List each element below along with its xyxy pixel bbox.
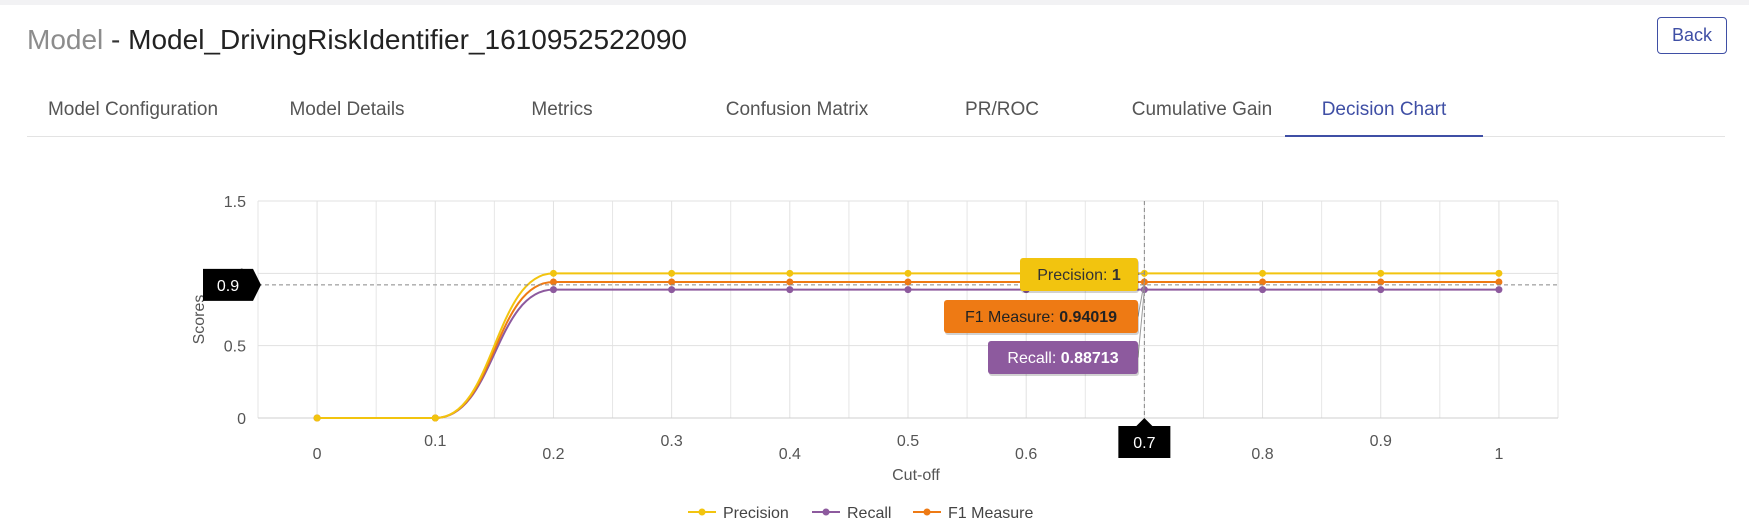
- data-point[interactable]: [431, 414, 439, 422]
- tooltip-text: F1 Measure: 0.94019: [965, 309, 1117, 326]
- tooltip-text: Recall: 0.88713: [1007, 350, 1118, 367]
- data-point[interactable]: [313, 414, 321, 422]
- y-tick-label: 0.5: [224, 339, 246, 356]
- x-tick-label: 0.4: [779, 446, 801, 463]
- tooltip-value: 0.88713: [1061, 350, 1119, 367]
- tooltip-connector: [1137, 289, 1145, 358]
- crosshair-x-text: 0.7: [1133, 435, 1155, 452]
- tab-model-details[interactable]: Model Details: [289, 98, 405, 120]
- tooltip-recall: Recall: 0.88713: [988, 289, 1145, 376]
- tab-confusion-matrix[interactable]: Confusion Matrix: [725, 98, 869, 120]
- data-point[interactable]: [904, 269, 912, 277]
- series-precision: [313, 269, 1503, 422]
- crosshair-y-box: [203, 268, 261, 301]
- tooltip-connector: [1137, 272, 1145, 275]
- legend-swatch-dot: [822, 508, 830, 516]
- series-line: [317, 272, 1499, 419]
- data-point[interactable]: [1495, 269, 1503, 277]
- data-point[interactable]: [1259, 278, 1267, 286]
- x-tick-label: 0.8: [1251, 446, 1273, 463]
- legend-swatch-dot: [698, 508, 706, 516]
- data-point[interactable]: [786, 286, 794, 294]
- legend-item-f1-measure[interactable]: F1 Measure: [913, 505, 1033, 522]
- title-prefix: Model: [27, 24, 104, 55]
- tab-decision-chart[interactable]: Decision Chart: [1285, 83, 1483, 137]
- tooltip-label: F1 Measure:: [965, 309, 1059, 326]
- legend-label: F1 Measure: [948, 505, 1033, 522]
- tab-cumulative-gain[interactable]: Cumulative Gain: [1131, 98, 1273, 120]
- legend-label: Precision: [723, 505, 789, 522]
- title-separator: -: [103, 24, 129, 55]
- data-point[interactable]: [668, 269, 676, 277]
- legend-item-recall[interactable]: Recall: [812, 505, 891, 522]
- x-tick-label: 0.3: [661, 433, 683, 450]
- tab-metrics[interactable]: Metrics: [531, 98, 593, 120]
- data-point[interactable]: [549, 286, 557, 294]
- tab-pr-roc[interactable]: PR/ROC: [965, 98, 1039, 120]
- tooltip-value: 1: [1112, 267, 1121, 284]
- x-tick-label: 0: [313, 446, 322, 463]
- tooltip-precision: Precision: 1: [1020, 258, 1145, 293]
- legend-swatch-dot: [923, 508, 931, 516]
- data-point[interactable]: [904, 278, 912, 286]
- data-point[interactable]: [1377, 278, 1385, 286]
- data-point[interactable]: [549, 269, 557, 277]
- crosshair-y-text: 0.9: [217, 278, 239, 295]
- data-point[interactable]: [904, 286, 912, 294]
- x-tick-label: 0.9: [1370, 433, 1392, 450]
- crosshair-y-label: 0.9: [203, 268, 261, 301]
- crosshair-x-box: [1118, 418, 1171, 458]
- tooltip-label: Precision:: [1037, 267, 1112, 284]
- legend-label: Recall: [847, 505, 891, 522]
- crosshair-x-label: 0.7: [1118, 418, 1171, 458]
- x-tick-label: 0.5: [897, 433, 919, 450]
- x-axis-title: Cut-off: [892, 467, 940, 484]
- legend-item-precision[interactable]: Precision: [688, 505, 789, 522]
- chart-grid: [257, 200, 1559, 419]
- series-line: [317, 280, 1499, 419]
- tooltip-box: [988, 341, 1138, 374]
- x-tick-label: 1: [1494, 446, 1503, 463]
- x-tick-label: 0.1: [424, 433, 446, 450]
- tab-bar: Model Configuration Model Details Metric…: [27, 83, 1725, 137]
- data-point[interactable]: [1495, 286, 1503, 294]
- data-point[interactable]: [786, 269, 794, 277]
- tooltip-box: [1020, 258, 1138, 291]
- tooltip-box: [944, 300, 1138, 333]
- y-axis-title: Scores: [191, 295, 208, 345]
- back-button[interactable]: Back: [1657, 17, 1727, 54]
- y-tick-label: 0: [237, 411, 246, 428]
- data-point[interactable]: [668, 278, 676, 286]
- data-point[interactable]: [668, 286, 676, 294]
- series-line: [317, 288, 1499, 419]
- page-title: Model - Model_DrivingRiskIdentifier_1610…: [27, 22, 687, 58]
- data-point[interactable]: [1377, 286, 1385, 294]
- x-tick-label: 0.2: [542, 446, 564, 463]
- tooltip-text: Precision: 1: [1037, 267, 1121, 284]
- x-tick-label: 0.6: [1015, 446, 1037, 463]
- data-point[interactable]: [786, 278, 794, 286]
- data-point[interactable]: [549, 278, 557, 286]
- model-page: Model - Model_DrivingRiskIdentifier_1610…: [0, 5, 1749, 530]
- data-point[interactable]: [1495, 278, 1503, 286]
- model-name: Model_DrivingRiskIdentifier_161095252209…: [128, 24, 687, 55]
- data-point[interactable]: [1259, 286, 1267, 294]
- tooltip-f1-measure: F1 Measure: 0.94019: [944, 281, 1145, 335]
- tooltip-label: Recall:: [1007, 350, 1060, 367]
- chart-legend: Precision Recall F1 Measure: [688, 505, 1033, 522]
- data-point[interactable]: [1377, 269, 1385, 277]
- data-point[interactable]: [1259, 269, 1267, 277]
- tab-model-configuration[interactable]: Model Configuration: [47, 98, 219, 120]
- tooltip-value: 0.94019: [1059, 309, 1117, 326]
- y-tick-label: 1.5: [224, 194, 246, 211]
- tooltip-connector: [1137, 281, 1145, 317]
